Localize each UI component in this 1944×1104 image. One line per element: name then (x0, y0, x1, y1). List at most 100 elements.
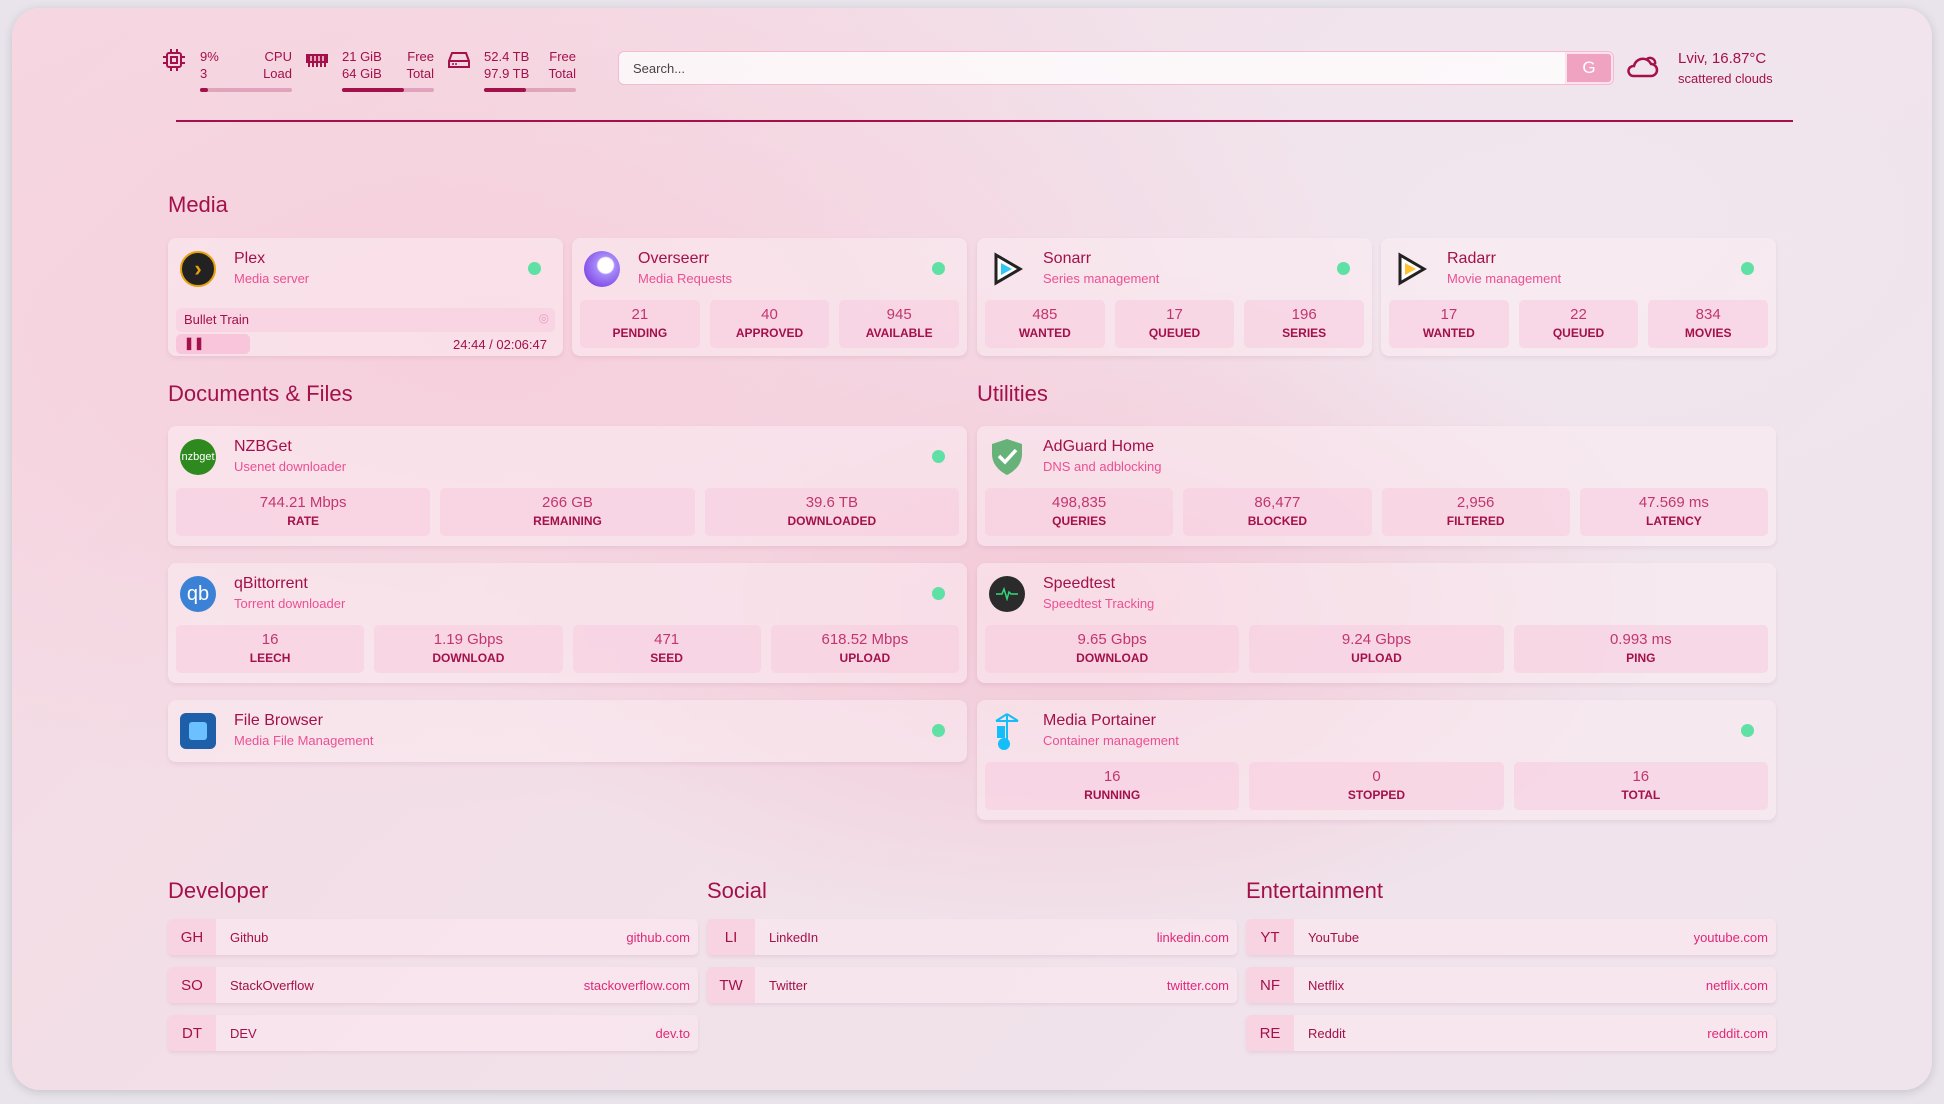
stat-value: 40 (761, 306, 778, 323)
stat-label: LEECH (249, 651, 291, 665)
radarr-icon (1393, 251, 1429, 287)
stat-label: QUERIES (1052, 514, 1107, 528)
filebrowser-icon (180, 713, 216, 749)
stat-value: 16 (1103, 768, 1121, 785)
stat-value: 17 (1166, 306, 1183, 323)
stat-block: 498,835 QUERIES (985, 488, 1174, 536)
service-description: Usenet downloader (234, 459, 347, 474)
stats-row: 498,835 QUERIES 86,477 BLOCKED 2,956 FILTERED… (985, 488, 1768, 536)
cpu-cores: 3 (200, 66, 208, 81)
stat-block: 16 RUNNING (985, 762, 1240, 810)
stats-row: 17 WANTED 22 QUEUED 834 MOVIES (1389, 300, 1769, 348)
stat-label: MOVIES (1684, 326, 1732, 340)
stat-label: DOWNLOAD (432, 651, 505, 665)
bookmark-group-title: Social (707, 878, 767, 903)
service-description: Series management (1043, 271, 1160, 286)
stat-block: 945 AVAILABLE (839, 300, 960, 348)
cpu-bar (200, 88, 292, 92)
service-card-overseerr[interactable]: Overseerr Media Requests 21 PENDING 40 APPR… (572, 238, 967, 356)
bookmark-url: dev.to (655, 1025, 690, 1041)
stat-label: REMAINING (533, 514, 602, 528)
bookmark-twitter[interactable]: TW Twitter twitter.com (707, 967, 1237, 1003)
stat-value: 22 (1570, 306, 1587, 323)
bookmark-abbr: TW (707, 967, 755, 1003)
disk-total: 97.9 TB (484, 66, 530, 81)
stat-value: 9.65 Gbps (1077, 631, 1147, 648)
cpu-load-label: Load (263, 66, 292, 81)
weather-condition: scattered clouds (1678, 71, 1773, 86)
service-name: Overseerr (638, 250, 710, 267)
service-card-radarr[interactable]: Radarr Movie management 17 WANTED 22 QUEUED… (1381, 238, 1776, 356)
speedtest-icon (989, 576, 1025, 612)
bookmark-name: Github (230, 929, 269, 945)
playback-progress (176, 334, 250, 354)
stat-block: 16 TOTAL (1513, 762, 1768, 810)
status-dot (1741, 262, 1754, 275)
bookmark-name: Reddit (1308, 1025, 1346, 1041)
bookmark-url: reddit.com (1707, 1025, 1768, 1041)
service-card-nzbget[interactable]: nzbget NZBGet Usenet downloader 744.21 M… (168, 426, 967, 546)
service-name: NZBGet (234, 438, 292, 455)
stats-row: 21 PENDING 40 APPROVED 945 AVAILABLE (580, 300, 960, 348)
stat-block: 17 QUEUED (1114, 300, 1235, 348)
plex-icon: › (180, 251, 216, 287)
stat-value: 16 (261, 631, 279, 648)
service-description: Torrent downloader (234, 596, 346, 611)
service-description: Media File Management (234, 733, 374, 748)
cpu-label: CPU (264, 49, 292, 64)
bookmark-github[interactable]: GH Github github.com (168, 919, 698, 955)
memory-free: 21 GiB (342, 49, 382, 64)
stat-value: 9.24 Gbps (1341, 631, 1412, 648)
stat-label: STOPPED (1347, 788, 1406, 802)
stat-label: PING (1626, 651, 1656, 665)
stat-value: 945 (886, 306, 912, 323)
stat-value: 86,477 (1254, 494, 1301, 511)
stat-block: 834 MOVIES (1648, 300, 1769, 348)
stat-block: 21 PENDING (580, 300, 700, 348)
search-box: G (618, 51, 1614, 85)
bookmark-dev[interactable]: DT DEV dev.to (168, 1015, 698, 1051)
bookmark-reddit[interactable]: RE Reddit reddit.com (1246, 1015, 1776, 1051)
bookmark-stackoverflow[interactable]: SO StackOverflow stackoverflow.com (168, 967, 698, 1003)
bookmark-abbr: GH (168, 919, 216, 955)
stat-value: 21 (631, 306, 649, 323)
stat-block: 0 STOPPED (1249, 762, 1504, 810)
sonarr-icon (989, 251, 1025, 287)
bookmark-youtube[interactable]: YT YouTube youtube.com (1246, 919, 1776, 955)
service-card-filebrowser[interactable]: File Browser Media File Management (168, 700, 967, 762)
memory-total: 64 GiB (342, 66, 382, 81)
transcode-icon: ◎ (538, 311, 549, 325)
stat-value: 196 (1291, 306, 1317, 323)
service-card-qbittorrent[interactable]: qb qBittorrent Torrent downloader 16 LEEC… (168, 563, 967, 683)
stat-value: 39.6 TB (805, 494, 858, 511)
service-card-sonarr[interactable]: Sonarr Series management 485 WANTED 17 QUEU… (977, 238, 1372, 356)
cpu-value: 9% (200, 49, 219, 64)
stats-row: 485 WANTED 17 QUEUED 196 SERIES (985, 300, 1365, 348)
playback-row: ❚❚ 24:44 / 02:06:47 (176, 334, 555, 356)
bookmark-netflix[interactable]: NF Netflix netflix.com (1246, 967, 1776, 1003)
service-description: DNS and adblocking (1043, 459, 1162, 474)
cpu-stat: 9% CPU 3 Load (200, 48, 292, 92)
stat-value: 834 (1695, 306, 1721, 323)
section-title-media: Media (168, 192, 228, 217)
service-card-portainer[interactable]: Media Portainer Container management 16 R… (977, 700, 1776, 820)
adguard-shield-icon (989, 439, 1025, 475)
weather-location: Lviv, 16.87°C (1678, 50, 1767, 67)
stat-value: 471 (654, 631, 680, 648)
stat-label: PENDING (612, 326, 668, 340)
bookmark-name: Netflix (1308, 977, 1345, 993)
status-dot (932, 724, 945, 737)
nzbget-icon: nzbget (180, 439, 216, 475)
service-card-plex[interactable]: › Plex Media server Bullet Train ◎ ❚❚ 24… (168, 238, 563, 356)
bookmark-abbr: YT (1246, 919, 1294, 955)
now-playing: Bullet Train ◎ (176, 308, 555, 332)
memory-total-label: Total (406, 66, 434, 81)
search-input[interactable] (619, 60, 1565, 76)
disk-free: 52.4 TB (484, 49, 530, 64)
service-card-adguard[interactable]: AdGuard Home DNS and adblocking 498,835 Q… (977, 426, 1776, 546)
service-description: Media server (234, 271, 310, 286)
search-provider-button[interactable]: G (1565, 52, 1613, 84)
service-card-speedtest[interactable]: Speedtest Speedtest Tracking 9.65 Gbps DO… (977, 563, 1776, 683)
pause-icon[interactable]: ❚❚ (184, 336, 205, 350)
bookmark-linkedin[interactable]: LI LinkedIn linkedin.com (707, 919, 1237, 955)
